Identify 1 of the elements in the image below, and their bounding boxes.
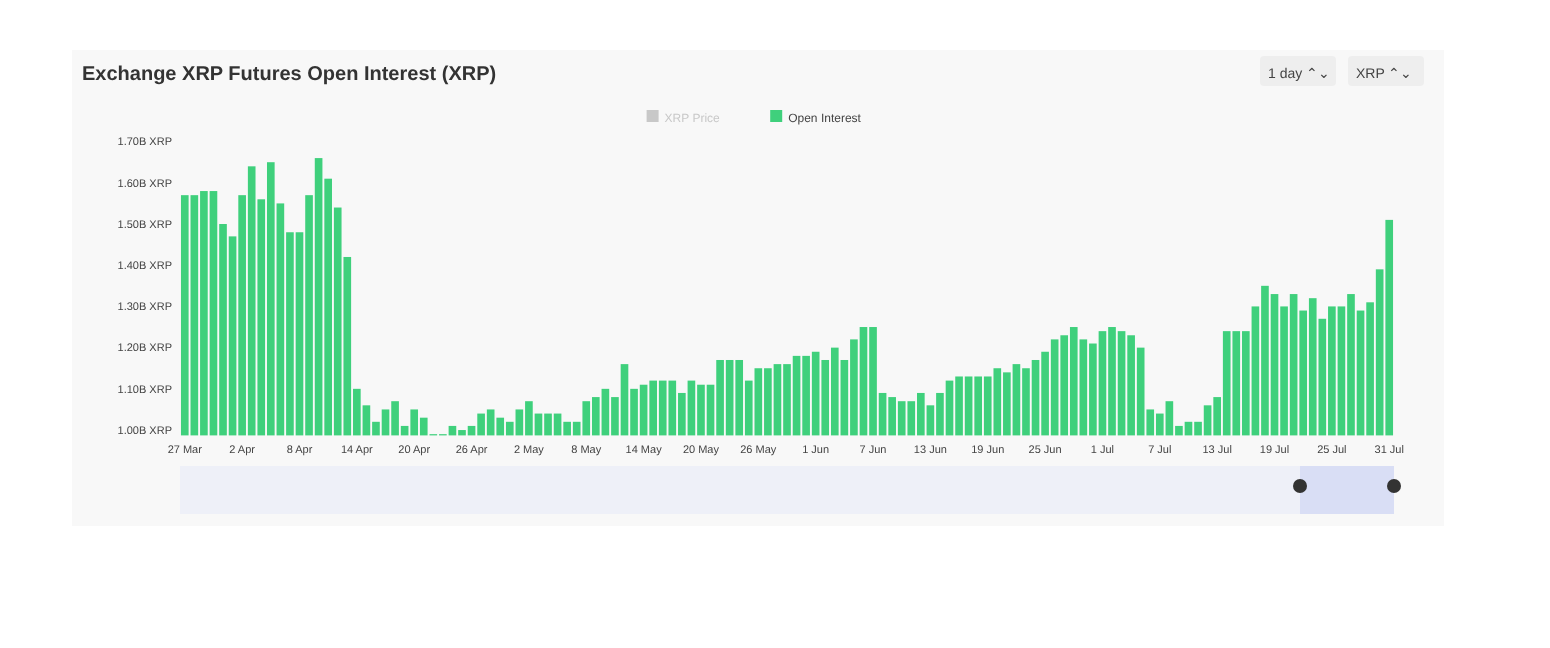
chart-title: Exchange XRP Futures Open Interest (XRP) [82,64,497,86]
